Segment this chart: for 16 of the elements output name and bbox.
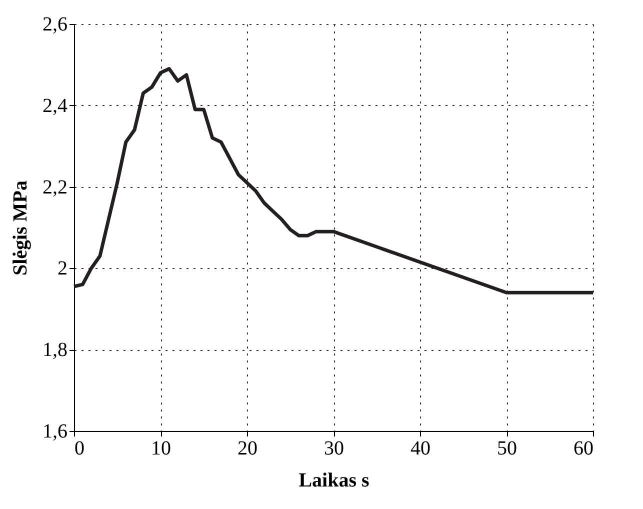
x-tick-label: 10 [151,438,171,460]
y-tick-label: 2 [58,258,68,280]
y-tick-label: 1,6 [42,420,68,442]
y-axis-title: Slėgis MPa [10,180,32,276]
y-tick-label: 2,2 [42,176,68,198]
x-tick-label: 0 [74,438,84,460]
line-series [72,67,595,294]
y-tick-label: 2,6 [42,14,68,36]
x-tick-label: 60 [574,438,594,460]
x-tick-label: 50 [497,438,517,460]
x-tick-label: 30 [324,438,344,460]
x-axis-title: Laikas s [298,470,370,492]
y-tick-label: 1,8 [42,339,68,362]
x-tick-label: 20 [238,438,258,460]
x-tick-label: 40 [410,438,430,460]
y-tick-label: 2,4 [42,94,68,117]
